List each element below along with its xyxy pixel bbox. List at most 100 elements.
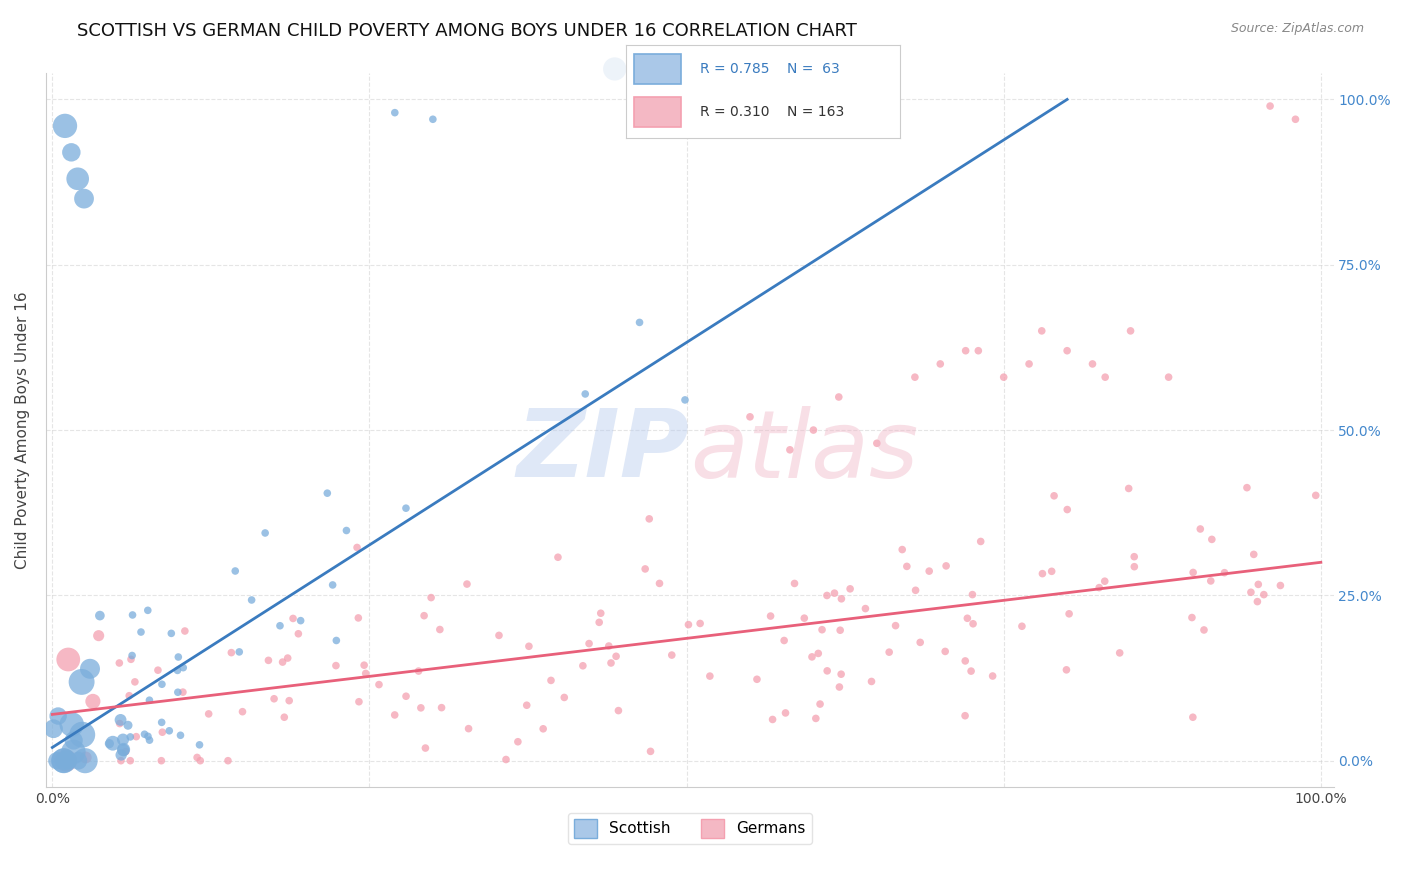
Point xyxy=(353,658,375,673)
Point xyxy=(1247,577,1270,591)
Point xyxy=(121,607,143,622)
Point xyxy=(457,722,479,736)
Point xyxy=(395,501,418,516)
Point xyxy=(828,390,851,404)
Point xyxy=(866,436,889,450)
Point xyxy=(807,647,830,661)
Point xyxy=(98,737,121,751)
Point xyxy=(278,693,301,707)
Point xyxy=(804,711,827,725)
Point xyxy=(1040,564,1063,578)
Point xyxy=(638,512,661,526)
Point xyxy=(803,423,825,437)
Y-axis label: Child Poverty Among Boys Under 16: Child Poverty Among Boys Under 16 xyxy=(15,292,30,569)
Point xyxy=(384,105,406,120)
Point xyxy=(981,669,1004,683)
Point xyxy=(120,652,142,666)
Point xyxy=(773,633,796,648)
Point xyxy=(547,550,569,565)
Point xyxy=(634,562,657,576)
Point xyxy=(516,698,538,713)
Point xyxy=(1056,343,1078,358)
Point xyxy=(422,112,444,127)
Point xyxy=(408,664,430,678)
Point xyxy=(738,409,761,424)
Point xyxy=(815,664,838,678)
Point xyxy=(955,343,977,358)
Legend: Scottish, Germans: Scottish, Germans xyxy=(568,813,811,844)
Point xyxy=(240,593,263,607)
Point xyxy=(993,370,1015,384)
Point xyxy=(896,559,918,574)
Text: atlas: atlas xyxy=(690,406,918,497)
Point xyxy=(335,524,357,538)
Point xyxy=(89,608,111,623)
Point xyxy=(45,754,67,768)
Point xyxy=(120,730,142,744)
Point xyxy=(228,645,250,659)
Point xyxy=(830,667,852,681)
Point xyxy=(759,609,782,624)
Point xyxy=(150,725,173,739)
Point xyxy=(1236,481,1258,495)
Point xyxy=(506,735,529,749)
Point xyxy=(967,343,990,358)
Point xyxy=(553,690,575,705)
Point xyxy=(186,750,208,764)
Point xyxy=(761,713,783,727)
Point xyxy=(322,578,344,592)
Point xyxy=(62,745,84,759)
Point xyxy=(1246,594,1268,608)
Point xyxy=(689,616,711,631)
Point xyxy=(578,636,600,650)
Point xyxy=(1118,482,1140,496)
Point xyxy=(277,651,299,665)
Point xyxy=(1258,99,1281,113)
Text: R = 0.785    N =  63: R = 0.785 N = 63 xyxy=(700,62,839,76)
Point xyxy=(60,717,83,731)
Point xyxy=(217,754,239,768)
Point xyxy=(368,677,391,691)
Point xyxy=(231,705,253,719)
Point xyxy=(173,624,195,638)
Point xyxy=(110,754,132,768)
Point xyxy=(79,662,101,676)
Point xyxy=(273,710,295,724)
Point xyxy=(136,603,159,617)
Point xyxy=(70,728,93,742)
Point xyxy=(1123,549,1146,564)
Point xyxy=(860,674,883,689)
Point xyxy=(52,754,75,768)
Point xyxy=(415,741,437,756)
Point xyxy=(598,639,620,653)
Point xyxy=(1213,566,1236,580)
Point xyxy=(1305,488,1327,502)
Point xyxy=(699,669,721,683)
Point xyxy=(801,649,824,664)
Point xyxy=(1119,324,1142,338)
Point xyxy=(172,685,194,699)
Point xyxy=(1088,581,1111,595)
Point xyxy=(628,315,651,329)
Point xyxy=(384,708,406,723)
Point xyxy=(808,697,831,711)
Point xyxy=(1031,566,1053,581)
Point xyxy=(188,754,211,768)
Point xyxy=(1181,710,1204,724)
Point xyxy=(430,700,453,714)
Point xyxy=(73,192,96,206)
Point xyxy=(830,624,852,638)
Point xyxy=(112,742,135,756)
Point xyxy=(648,576,671,591)
Point xyxy=(166,685,188,699)
Point xyxy=(110,713,132,727)
Point xyxy=(56,754,79,768)
Point xyxy=(395,690,418,704)
Point xyxy=(197,706,219,721)
Point xyxy=(962,616,984,631)
Point xyxy=(124,674,146,689)
Point xyxy=(157,723,180,738)
Text: SCOTTISH VS GERMAN CHILD POVERTY AMONG BOYS UNDER 16 CORRELATION CHART: SCOTTISH VS GERMAN CHILD POVERTY AMONG B… xyxy=(77,22,858,40)
Point xyxy=(960,664,983,678)
Point xyxy=(605,649,627,664)
